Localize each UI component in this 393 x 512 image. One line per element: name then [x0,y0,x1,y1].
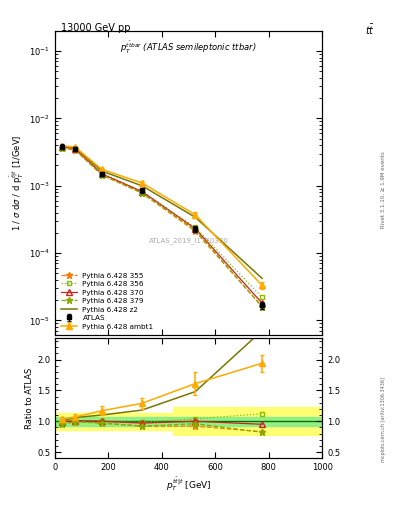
Pythia 6.428 370 [59,144,64,150]
Pythia 6.428 z2 [193,214,198,220]
Line: Pythia 6.428 356: Pythia 6.428 356 [59,145,264,300]
Pythia 6.428 356 [260,294,264,301]
Text: ATLAS_2019_I1750330: ATLAS_2019_I1750330 [149,238,229,244]
Pythia 6.428 379 [140,190,144,196]
Text: mcplots.cern.ch [arXiv:1306.3436]: mcplots.cern.ch [arXiv:1306.3436] [381,377,386,462]
Line: Pythia 6.428 z2: Pythia 6.428 z2 [62,146,262,279]
Pythia 6.428 379 [260,304,264,310]
Line: Pythia 6.428 355: Pythia 6.428 355 [58,145,266,310]
Text: Rivet 3.1.10, ≥ 1.9M events: Rivet 3.1.10, ≥ 1.9M events [381,151,386,228]
Pythia 6.428 370 [260,300,264,306]
Text: $p_T^{t\bar{t}bar}$ (ATLAS semileptonic ttbar): $p_T^{t\bar{t}bar}$ (ATLAS semileptonic … [120,40,257,56]
Pythia 6.428 z2 [99,168,104,174]
Y-axis label: 1 / $\sigma$ d$\sigma$ / d p$_T^{\bar{t}|t}$ [1/GeV]: 1 / $\sigma$ d$\sigma$ / d p$_T^{\bar{t}… [9,135,26,231]
Pythia 6.428 379 [193,227,198,233]
Legend: Pythia 6.428 355, Pythia 6.428 356, Pythia 6.428 370, Pythia 6.428 379, Pythia 6: Pythia 6.428 355, Pythia 6.428 356, Pyth… [59,270,156,332]
Pythia 6.428 355 [59,145,64,152]
Pythia 6.428 z2 [59,143,64,150]
X-axis label: $p_T^{t\bar{t}|t}$ [GeV]: $p_T^{t\bar{t}|t}$ [GeV] [166,475,211,493]
Pythia 6.428 370 [193,226,198,232]
Pythia 6.428 370 [73,145,77,152]
Pythia 6.428 356 [59,145,64,151]
Pythia 6.428 370 [99,171,104,177]
Pythia 6.428 z2 [260,275,264,282]
Pythia 6.428 z2 [73,144,77,151]
Y-axis label: Ratio to ATLAS: Ratio to ATLAS [25,368,34,429]
Pythia 6.428 356 [99,170,104,177]
Pythia 6.428 355 [193,228,198,234]
Pythia 6.428 379 [59,145,64,152]
Pythia 6.428 355 [140,190,144,196]
Line: Pythia 6.428 379: Pythia 6.428 379 [58,145,266,310]
Pythia 6.428 379 [99,172,104,178]
Pythia 6.428 370 [140,188,144,195]
Pythia 6.428 356 [140,188,144,194]
Pythia 6.428 z2 [140,183,144,189]
Pythia 6.428 355 [73,147,77,153]
Pythia 6.428 355 [99,172,104,178]
Line: Pythia 6.428 370: Pythia 6.428 370 [59,144,265,306]
Pythia 6.428 379 [73,146,77,153]
Pythia 6.428 356 [193,224,198,230]
Pythia 6.428 355 [260,304,264,310]
Pythia 6.428 356 [73,145,77,152]
Text: $t\bar{t}$: $t\bar{t}$ [365,23,375,37]
Text: 13000 GeV pp: 13000 GeV pp [61,23,130,33]
